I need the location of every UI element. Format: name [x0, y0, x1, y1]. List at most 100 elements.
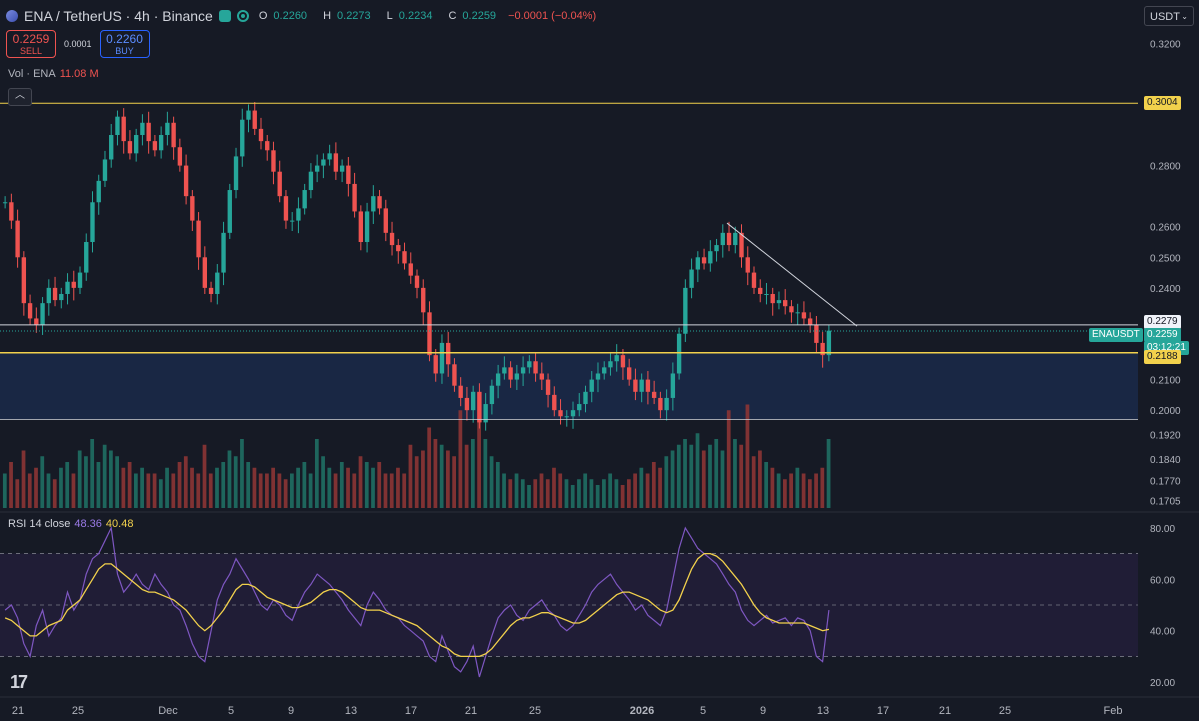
time-tick-label: 21: [939, 705, 951, 717]
candle-body: [720, 232, 725, 246]
candle-body: [514, 373, 520, 380]
time-tick-label: 17: [877, 705, 889, 717]
candle-body: [527, 361, 532, 368]
candle-body: [489, 385, 495, 405]
candle-body: [383, 208, 388, 233]
candle-body: [739, 232, 744, 258]
volume-bar: [46, 473, 51, 508]
candle-body: [152, 141, 158, 151]
trade-panel: 0.2259 SELL 0.0001 0.2260 BUY: [6, 30, 150, 58]
candle-body: [40, 303, 45, 325]
volume-bar: [683, 439, 687, 508]
volume-bar: [283, 479, 288, 508]
volume-bar: [246, 462, 251, 508]
low-label: L: [386, 10, 393, 22]
candle-body: [302, 190, 307, 209]
volume-bar: [795, 467, 800, 508]
volume-bar: [96, 462, 101, 508]
volume-bar: [333, 473, 338, 508]
candle-body: [595, 373, 601, 380]
volume-bar: [701, 450, 706, 508]
time-tick-label: 25: [999, 705, 1011, 717]
volume-bar: [433, 439, 438, 508]
sell-button[interactable]: 0.2259 SELL: [6, 30, 56, 58]
current-price-tag: 0.2259: [1144, 327, 1181, 342]
candle-body: [215, 272, 220, 294]
candle-body: [258, 128, 264, 142]
volume-bar: [620, 485, 625, 508]
volume-bar: [545, 479, 550, 508]
candle-body: [701, 257, 707, 264]
candle-body: [414, 275, 420, 288]
candle-body: [626, 367, 632, 380]
volume-bar: [789, 473, 793, 508]
candle-body: [820, 342, 825, 356]
currency-select[interactable]: USDT ⌄: [1144, 6, 1194, 26]
volume-bar: [190, 467, 194, 508]
volume-bar: [670, 450, 675, 508]
time-tick-label: 2026: [630, 705, 654, 717]
volume-bar: [215, 467, 219, 508]
volume-bar: [277, 473, 282, 508]
rsi-label: RSI 14 close: [8, 518, 71, 530]
candle-body: [783, 300, 788, 307]
volume-bar: [127, 462, 132, 508]
volume-bar: [452, 456, 457, 508]
volume-bar: [439, 444, 444, 508]
time-tick-label: 13: [817, 705, 829, 717]
volume-bar: [589, 479, 594, 508]
buy-label: BUY: [115, 46, 134, 56]
candle-body: [458, 385, 463, 398]
candle-body: [620, 355, 626, 368]
candle-body: [477, 391, 482, 423]
symbol-price-tag: ENAUSDT: [1089, 327, 1143, 342]
volume-bar: [639, 467, 644, 508]
rsi-tick-label: 40.00: [1150, 627, 1175, 638]
candle-body: [352, 183, 357, 212]
volume-bar: [645, 473, 650, 508]
price-tick-label: 0.2000: [1150, 406, 1181, 417]
volume-bar: [689, 444, 694, 508]
volume-bar: [102, 444, 107, 508]
candle-body: [658, 397, 663, 411]
candle-body: [745, 257, 750, 273]
time-tick-label: Dec: [158, 705, 178, 717]
volume-bar: [714, 439, 719, 508]
candle-body: [52, 287, 58, 301]
volume-bar: [720, 450, 725, 508]
volume-bar: [202, 444, 207, 508]
candle-body: [102, 159, 108, 181]
time-tick-label: Feb: [1104, 705, 1123, 717]
trend-line[interactable]: [726, 222, 858, 327]
volume-bar: [346, 467, 350, 508]
volume-bar: [464, 444, 469, 508]
volume-bar: [502, 473, 506, 508]
rsi-legend[interactable]: RSI 14 close 48.36 40.48: [8, 518, 133, 530]
candle-body: [246, 110, 251, 120]
collapse-legend-button[interactable]: ︿: [8, 88, 32, 106]
candle-body: [552, 394, 557, 411]
volume-bar: [233, 456, 238, 508]
high-value: 0.2273: [337, 10, 371, 22]
volume-bar: [34, 467, 38, 508]
candle-body: [290, 220, 295, 222]
tradingview-logo-icon[interactable]: 17: [10, 672, 28, 692]
candle-body: [84, 242, 89, 273]
candle-body: [483, 404, 488, 423]
volume-bar: [458, 410, 463, 508]
buy-button[interactable]: 0.2260 BUY: [99, 30, 150, 58]
symbol-title[interactable]: ENA / TetherUS · 4h · Binance: [24, 8, 213, 24]
candle-body: [676, 333, 682, 374]
candle-body: [115, 116, 120, 136]
volume-bar: [121, 467, 126, 508]
candle-body: [614, 355, 619, 362]
volume-legend[interactable]: Vol · ENA 11.08 M: [8, 68, 99, 80]
volume-bar: [633, 473, 637, 508]
volume-bar: [814, 473, 818, 508]
candle-body: [240, 119, 245, 157]
rsi-value: 48.36: [74, 518, 102, 530]
candle-body: [15, 220, 20, 258]
candle-body: [826, 330, 832, 356]
volume-bar: [807, 479, 812, 508]
